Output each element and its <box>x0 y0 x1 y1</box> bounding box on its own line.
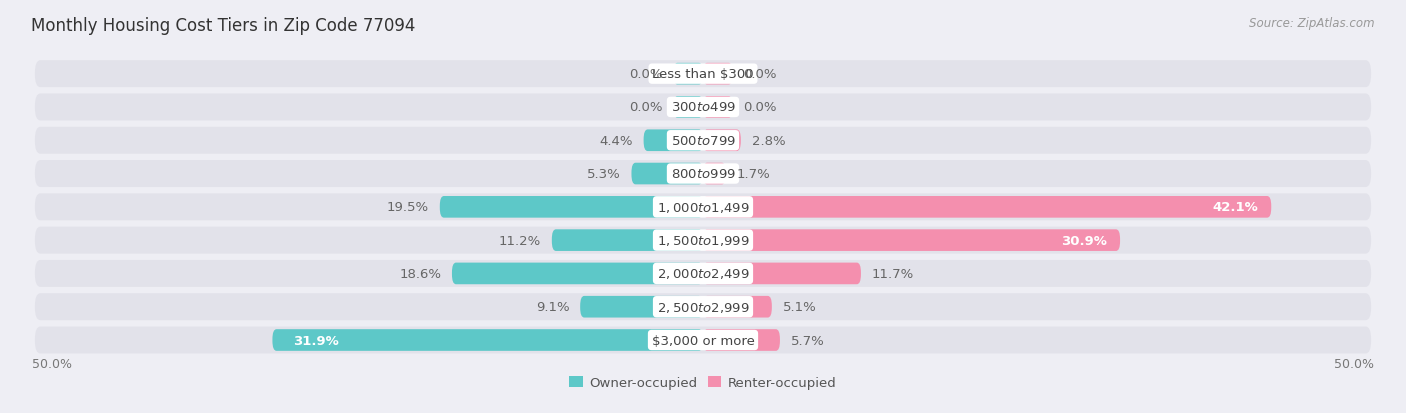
Text: 50.0%: 50.0% <box>32 358 72 370</box>
FancyBboxPatch shape <box>644 130 703 152</box>
FancyBboxPatch shape <box>451 263 703 285</box>
Text: Less than $300: Less than $300 <box>652 68 754 81</box>
Text: 0.0%: 0.0% <box>744 101 778 114</box>
Text: 18.6%: 18.6% <box>399 267 441 280</box>
FancyBboxPatch shape <box>35 294 1371 320</box>
Text: 5.3%: 5.3% <box>586 168 620 180</box>
Text: 1.7%: 1.7% <box>737 168 770 180</box>
FancyBboxPatch shape <box>703 296 772 318</box>
Text: $800 to $999: $800 to $999 <box>671 168 735 180</box>
Text: $1,000 to $1,499: $1,000 to $1,499 <box>657 200 749 214</box>
FancyBboxPatch shape <box>703 64 733 85</box>
Text: Source: ZipAtlas.com: Source: ZipAtlas.com <box>1250 17 1375 29</box>
FancyBboxPatch shape <box>35 94 1371 121</box>
Text: 4.4%: 4.4% <box>599 134 633 147</box>
FancyBboxPatch shape <box>35 227 1371 254</box>
Text: 31.9%: 31.9% <box>292 334 339 347</box>
FancyBboxPatch shape <box>273 330 703 351</box>
Text: 0.0%: 0.0% <box>628 101 662 114</box>
Text: Monthly Housing Cost Tiers in Zip Code 77094: Monthly Housing Cost Tiers in Zip Code 7… <box>31 17 415 34</box>
Text: 11.2%: 11.2% <box>499 234 541 247</box>
FancyBboxPatch shape <box>703 330 780 351</box>
FancyBboxPatch shape <box>35 61 1371 88</box>
FancyBboxPatch shape <box>35 128 1371 154</box>
Text: 0.0%: 0.0% <box>628 68 662 81</box>
FancyBboxPatch shape <box>703 130 741 152</box>
Legend: Owner-occupied, Renter-occupied: Owner-occupied, Renter-occupied <box>564 371 842 394</box>
Text: 9.1%: 9.1% <box>536 301 569 313</box>
FancyBboxPatch shape <box>703 263 860 285</box>
FancyBboxPatch shape <box>581 296 703 318</box>
Text: $2,000 to $2,499: $2,000 to $2,499 <box>657 267 749 281</box>
FancyBboxPatch shape <box>440 197 703 218</box>
Text: $2,500 to $2,999: $2,500 to $2,999 <box>657 300 749 314</box>
FancyBboxPatch shape <box>703 97 733 119</box>
FancyBboxPatch shape <box>673 64 703 85</box>
FancyBboxPatch shape <box>35 260 1371 287</box>
Text: 42.1%: 42.1% <box>1212 201 1258 214</box>
Text: 5.1%: 5.1% <box>783 301 817 313</box>
Text: 30.9%: 30.9% <box>1060 234 1107 247</box>
FancyBboxPatch shape <box>35 161 1371 188</box>
FancyBboxPatch shape <box>703 163 725 185</box>
Text: 50.0%: 50.0% <box>1334 358 1374 370</box>
FancyBboxPatch shape <box>35 327 1371 354</box>
FancyBboxPatch shape <box>35 194 1371 221</box>
Text: 11.7%: 11.7% <box>872 267 914 280</box>
FancyBboxPatch shape <box>631 163 703 185</box>
Text: 2.8%: 2.8% <box>752 134 785 147</box>
Text: $1,500 to $1,999: $1,500 to $1,999 <box>657 234 749 247</box>
FancyBboxPatch shape <box>703 230 1121 252</box>
Text: 19.5%: 19.5% <box>387 201 429 214</box>
Text: $300 to $499: $300 to $499 <box>671 101 735 114</box>
Text: 5.7%: 5.7% <box>790 334 824 347</box>
Text: $500 to $799: $500 to $799 <box>671 134 735 147</box>
FancyBboxPatch shape <box>673 97 703 119</box>
FancyBboxPatch shape <box>551 230 703 252</box>
Text: 0.0%: 0.0% <box>744 68 778 81</box>
Text: $3,000 or more: $3,000 or more <box>651 334 755 347</box>
FancyBboxPatch shape <box>703 197 1271 218</box>
